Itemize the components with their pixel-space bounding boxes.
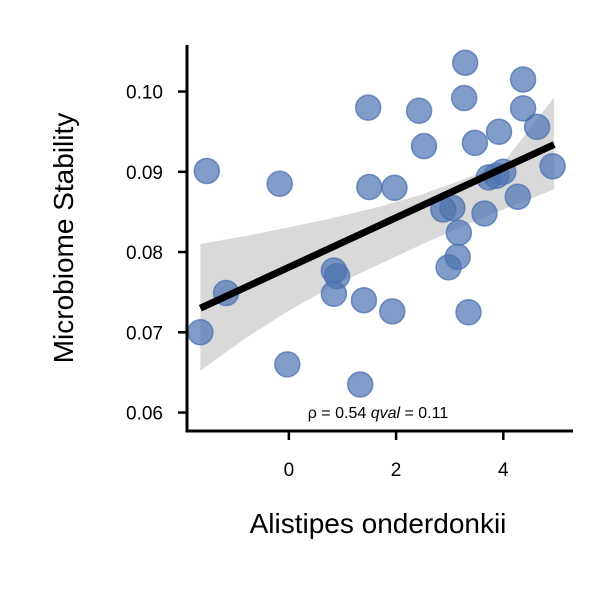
- data-point: [509, 95, 537, 122]
- data-point: [354, 94, 382, 121]
- data-point: [523, 113, 551, 141]
- qval-value: = 0.11: [400, 405, 448, 422]
- data-point: [504, 183, 532, 210]
- data-points: [187, 49, 566, 398]
- regression-line: [198, 141, 556, 312]
- qval-symbol: qval: [371, 405, 401, 422]
- data-point: [451, 49, 479, 76]
- data-point: [346, 371, 374, 398]
- data-point: [381, 174, 408, 202]
- y-tick-label: 0.06: [126, 404, 163, 425]
- y-tick-label: 0.09: [126, 163, 163, 184]
- data-point: [193, 157, 221, 185]
- plot-area: ρ = 0.54 qval = 0.11: [187, 49, 566, 422]
- axes: 0 2 4 0.06 0.07 0.08 0.09 0.10: [126, 45, 573, 481]
- confidence-band: [200, 97, 555, 371]
- data-point: [274, 351, 301, 378]
- x-axis-title: Alistipes onderdonkii: [250, 508, 507, 539]
- data-point: [266, 170, 293, 198]
- y-tick-label: 0.08: [126, 243, 163, 264]
- data-point: [405, 97, 433, 125]
- x-tick-label: 0: [284, 460, 295, 481]
- x-ticks: 0 2 4: [284, 431, 509, 481]
- data-point: [187, 319, 214, 346]
- data-point: [323, 262, 351, 290]
- data-point: [410, 132, 438, 160]
- data-point: [444, 243, 471, 271]
- x-tick-label: 2: [391, 460, 402, 481]
- rho-value: = 0.54: [317, 405, 371, 422]
- rho-symbol: ρ: [308, 405, 317, 422]
- data-point: [485, 118, 513, 145]
- data-point: [350, 286, 378, 314]
- data-point: [539, 152, 566, 180]
- data-point: [461, 129, 489, 157]
- data-point: [356, 173, 383, 201]
- data-point: [445, 219, 473, 247]
- data-point: [509, 66, 537, 93]
- y-tick-label: 0.10: [126, 83, 163, 104]
- y-axis-title: Microbiome Stability: [48, 113, 79, 364]
- data-point: [455, 298, 482, 326]
- data-point: [471, 200, 498, 227]
- correlation-annotation: ρ = 0.54 qval = 0.11: [308, 405, 449, 422]
- data-point: [379, 298, 406, 325]
- y-tick-label: 0.07: [126, 323, 163, 344]
- y-ticks: 0.06 0.07 0.08 0.09 0.10: [126, 83, 187, 425]
- data-point: [450, 84, 478, 112]
- x-tick-label: 4: [498, 460, 509, 481]
